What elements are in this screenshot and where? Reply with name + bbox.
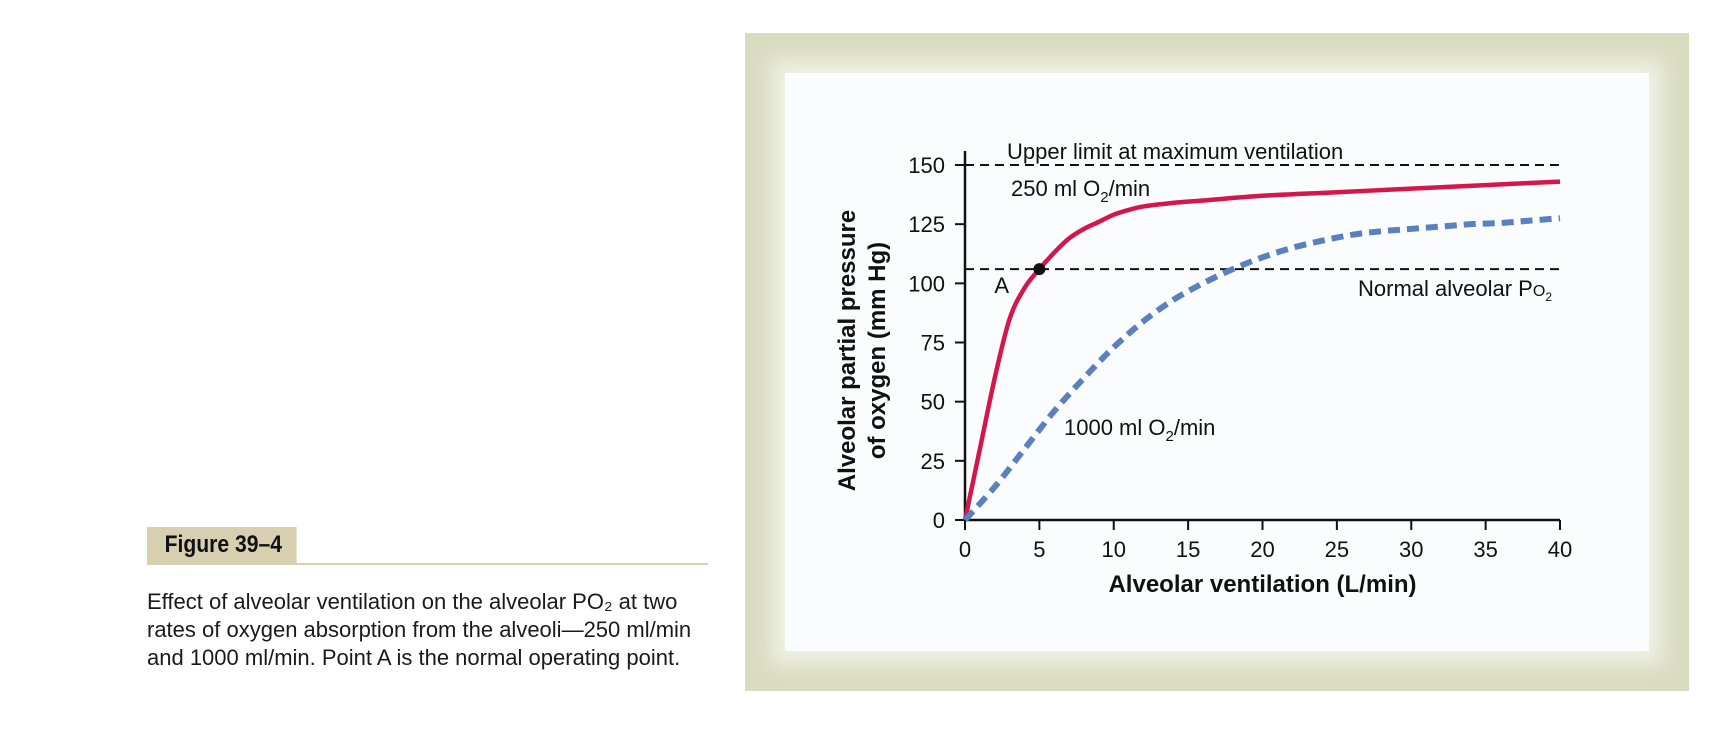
- upper-limit-label: Upper limit at maximum ventilation: [1007, 139, 1343, 164]
- normal-po2-label: Normal alveolar PO2: [1358, 276, 1552, 304]
- x-tick-label: 35: [1473, 537, 1497, 562]
- x-tick-label: 40: [1548, 537, 1572, 562]
- x-tick-label: 20: [1250, 537, 1274, 562]
- series-250-label: 250 ml O2/min: [1011, 176, 1150, 206]
- x-tick-label: 25: [1325, 537, 1349, 562]
- x-tick-label: 30: [1399, 537, 1423, 562]
- x-tick-label: 0: [959, 537, 971, 562]
- y-tick-label: 0: [933, 508, 945, 533]
- y-tick-label: 75: [921, 331, 945, 356]
- y-axis-title-line: of oxygen (mm Hg): [864, 242, 891, 459]
- y-tick-label: 100: [908, 271, 945, 296]
- figure-caption: Effect of alveolar ventilation on the al…: [147, 589, 692, 670]
- figure-label-rule: [147, 563, 708, 565]
- axes: 0 5 10 15 20 25 30 35 40 0 25 50 75 100 125 150: [908, 151, 1572, 562]
- y-tick-label: 25: [921, 449, 945, 474]
- figure-label: Figure 39–4: [147, 527, 297, 563]
- x-tick-label: 15: [1176, 537, 1200, 562]
- series-250-line: [962, 179, 1561, 521]
- series-group: [962, 179, 1561, 523]
- x-axis-title: Alveolar ventilation (L/min): [1108, 571, 1416, 598]
- series-1000-line: [962, 215, 1561, 523]
- x-tick-label: 5: [1033, 537, 1045, 562]
- series-1000-label: 1000 ml O2/min: [1064, 415, 1215, 445]
- point-a-marker: [1033, 263, 1046, 276]
- y-tick-label: 150: [908, 153, 945, 178]
- chart-panel: [785, 73, 1649, 651]
- chart-frame: [745, 33, 1689, 691]
- point-a-label: A: [994, 273, 1009, 298]
- y-axis-title-line: Alveolar partial pressure: [834, 210, 861, 491]
- chart-text: Alveolar ventilation (L/min) Alveolar par…: [834, 139, 1552, 598]
- y-tick-label: 125: [908, 212, 945, 237]
- x-tick-label: 10: [1102, 537, 1126, 562]
- reference-lines: [965, 164, 1560, 271]
- y-tick-label: 50: [921, 390, 945, 415]
